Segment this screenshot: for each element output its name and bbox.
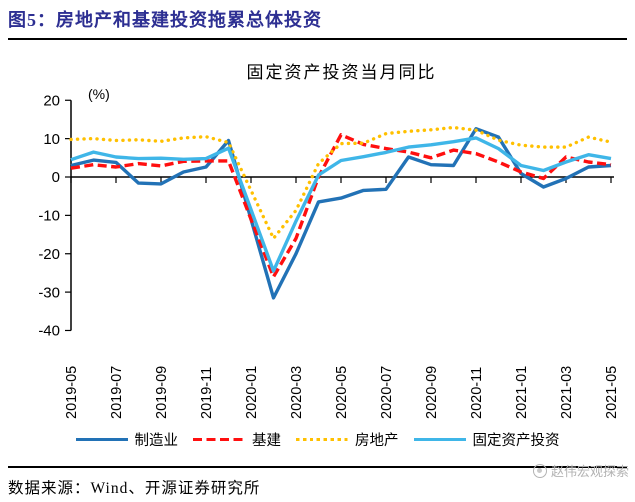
x-axis-label: 2020-05 xyxy=(334,366,350,419)
legend-item-realestate: 房地产 xyxy=(296,429,399,450)
y-axis-label: 10 xyxy=(43,131,60,148)
legend-line-sample-realestate xyxy=(296,437,348,442)
watermark-text: 赵伟宏观探索 xyxy=(550,464,629,479)
legend-label: 基建 xyxy=(252,433,281,449)
y-axis-unit-label: (%) xyxy=(88,86,110,102)
legend-item-fai: 固定资产投资 xyxy=(413,429,560,450)
y-axis-label: 20 xyxy=(43,92,60,109)
x-axis-label: 2020-07 xyxy=(379,366,395,419)
figure-title: 图5：房地产和基建投资拖累总体投资 xyxy=(8,10,322,30)
y-axis-label: -20 xyxy=(38,246,60,263)
x-axis-label: 2019-07 xyxy=(109,366,125,419)
chart-legend: 制造业 基建 房地产 固定资产投资 xyxy=(0,429,635,450)
legend-line-sample-manufacturing xyxy=(75,437,128,442)
y-axis-label: -10 xyxy=(38,208,60,225)
x-axis-label: 2021-01 xyxy=(514,366,530,419)
x-axis-label: 2019-05 xyxy=(64,366,80,419)
watermark: 赵伟宏观探索 xyxy=(532,461,629,480)
chart-title: 固定资产投资当月同比 xyxy=(246,63,437,82)
y-axis-label: -30 xyxy=(38,284,60,301)
series-line-基建 xyxy=(70,133,612,279)
legend-item-manufacturing: 制造业 xyxy=(75,429,179,450)
y-axis-label: 0 xyxy=(52,169,60,186)
x-axis-label: 2020-11 xyxy=(469,367,485,419)
x-axis-label: 2020-01 xyxy=(244,366,260,419)
series-line-制造业 xyxy=(70,126,612,300)
legend-label: 房地产 xyxy=(355,433,399,449)
y-axis-label: -40 xyxy=(38,323,60,340)
top-divider xyxy=(8,38,627,40)
x-axis-label: 2020-03 xyxy=(289,366,305,419)
series-line-固定资产投资 xyxy=(70,136,612,273)
data-source-note: 数据来源：Wind、开源证券研究所 xyxy=(8,480,261,497)
legend-line-sample-fai xyxy=(413,437,466,442)
legend-label: 制造业 xyxy=(134,433,179,449)
series-line-房地产 xyxy=(69,125,613,241)
x-axis-label: 2019-09 xyxy=(154,366,170,419)
bottom-divider xyxy=(8,466,627,468)
x-axis-label: 2019-11 xyxy=(199,367,215,419)
legend-line-sample-infrastructure xyxy=(193,437,245,442)
legend-label: 固定资产投资 xyxy=(472,433,560,449)
x-axis-label: 2021-05 xyxy=(604,366,620,419)
x-axis-label: 2021-03 xyxy=(559,366,575,419)
watermark-logo-icon xyxy=(532,463,547,478)
x-axis-label: 2020-09 xyxy=(424,366,440,419)
legend-item-infrastructure: 基建 xyxy=(193,429,281,450)
